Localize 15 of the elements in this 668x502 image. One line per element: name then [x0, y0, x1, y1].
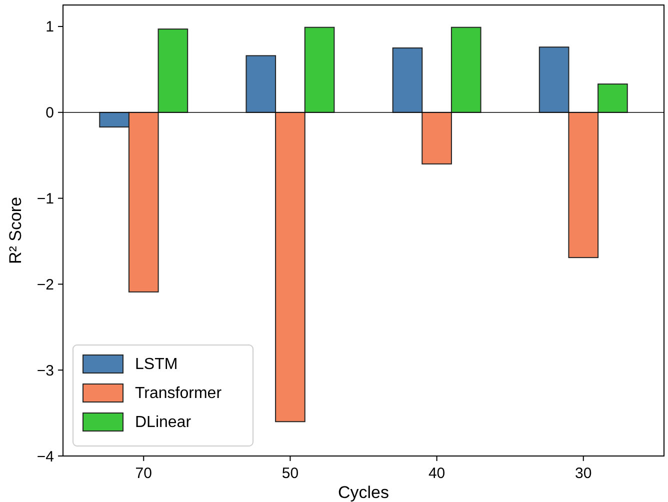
- x-tick-label: 70: [135, 465, 152, 482]
- legend-label: LSTM: [135, 356, 178, 373]
- legend-label: DLinear: [135, 414, 192, 431]
- legend-label: Transformer: [135, 385, 222, 402]
- y-tick-label: 1: [46, 18, 54, 36]
- y-axis-title: R² Score: [6, 196, 25, 264]
- y-tick-label: −2: [36, 276, 54, 294]
- y-tick-label: −4: [36, 448, 54, 466]
- x-axis-title: Cycles: [338, 483, 390, 502]
- y-tick-label: −1: [36, 190, 54, 208]
- y-tick-label: 0: [46, 104, 54, 122]
- x-tick-label: 40: [428, 465, 446, 482]
- y-tick-label: −3: [36, 362, 54, 380]
- x-tick-label: 50: [282, 465, 299, 482]
- x-tick-label: 30: [575, 465, 592, 482]
